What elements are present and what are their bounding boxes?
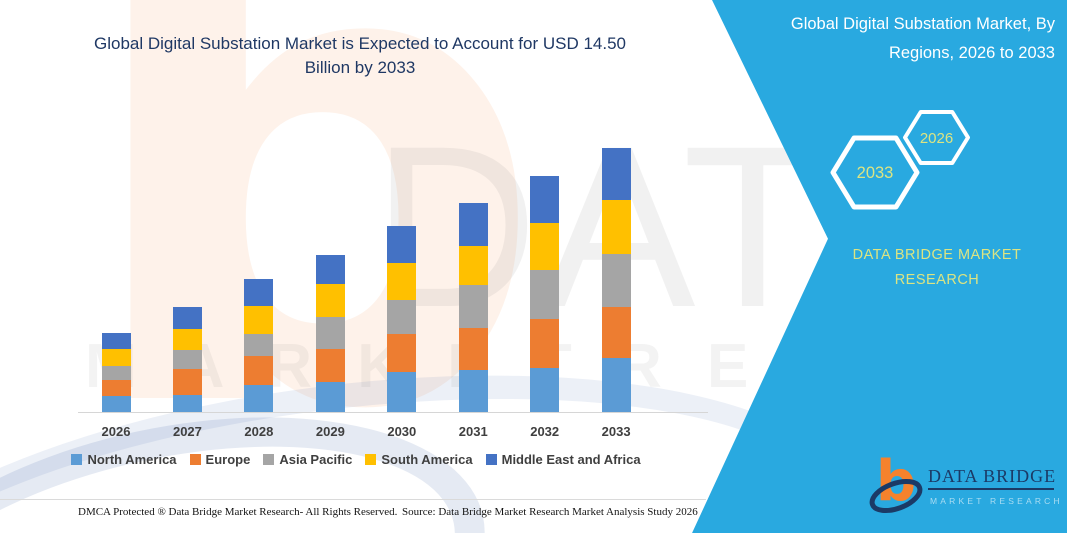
bar-2029-europe xyxy=(315,349,345,383)
bar-2028 xyxy=(244,279,274,412)
bar-2028-south-america xyxy=(244,305,274,335)
bar-2027-south-america xyxy=(172,328,202,350)
logo-swoosh xyxy=(869,478,923,514)
bar-2032-europe xyxy=(530,318,560,369)
bar-2032 xyxy=(530,175,560,412)
hexagon-2026 xyxy=(903,110,970,165)
legend-item-europe: Europe xyxy=(189,452,251,467)
bar-2026-middle-east-and-africa xyxy=(101,333,131,350)
bar-2026-europe xyxy=(101,379,131,396)
bar-2029-middle-east-and-africa xyxy=(315,254,345,284)
legend-label-asia-pacific: Asia Pacific xyxy=(279,452,353,467)
legend-swatch-middle-east-and-africa xyxy=(485,454,497,465)
footer-dmca-text: DMCA Protected ® Data Bridge Market Rese… xyxy=(78,506,398,518)
bar-2033-asia-pacific xyxy=(601,254,631,308)
legend-item-middle-east-and-africa: Middle East and Africa xyxy=(485,452,641,467)
logo-sub-text: MARKET RESEARCH xyxy=(930,496,1063,506)
bar-2030-middle-east-and-africa xyxy=(387,226,417,264)
bar-2029-north-america xyxy=(315,382,345,412)
bar-2031-middle-east-and-africa xyxy=(458,202,488,246)
footer-source-text: Source: Data Bridge Market Research Mark… xyxy=(402,506,698,518)
x-axis-label-2033: 2033 xyxy=(601,424,631,439)
bar-2028-north-america xyxy=(244,384,274,412)
band-heading: Global Digital Substation Market, By Reg… xyxy=(790,15,1055,62)
bar-2031-asia-pacific xyxy=(458,284,488,328)
hexagon-2026-label: 2026 xyxy=(920,130,953,147)
footer-divider xyxy=(0,499,706,500)
bar-2026-north-america xyxy=(101,395,131,412)
legend-label-north-america: North America xyxy=(87,452,177,467)
bar-2033-europe xyxy=(601,307,631,359)
legend-swatch-south-america xyxy=(365,454,377,465)
x-axis-label-2026: 2026 xyxy=(101,424,131,439)
bar-2027-middle-east-and-africa xyxy=(172,306,202,329)
bar-2033-north-america xyxy=(601,358,631,412)
hexagon-2033-label: 2033 xyxy=(857,164,894,182)
x-axis-line xyxy=(78,412,708,413)
bar-2027 xyxy=(172,306,202,412)
bar-2032-south-america xyxy=(530,222,560,271)
bar-2033-south-america xyxy=(601,200,631,255)
year-hexagons: 2033 2026 xyxy=(830,110,970,210)
bar-2026-south-america xyxy=(101,349,131,367)
legend-swatch-asia-pacific xyxy=(263,454,275,465)
legend-swatch-europe xyxy=(189,454,201,465)
bar-2030-europe xyxy=(387,334,417,373)
bar-2028-asia-pacific xyxy=(244,334,274,356)
bar-2031-europe xyxy=(458,327,488,370)
x-axis-label-2028: 2028 xyxy=(244,424,274,439)
bar-2030-north-america xyxy=(387,372,417,412)
dbmr-logo: b DATA BRIDGE MARKET RESEARCH xyxy=(869,452,1063,514)
bar-2028-middle-east-and-africa xyxy=(244,279,274,306)
chart-legend: North America Europe Asia Pacific South Ame… xyxy=(0,452,712,467)
bar-2032-middle-east-and-africa xyxy=(530,175,560,223)
legend-label-middle-east-and-africa: Middle East and Africa xyxy=(501,452,641,467)
chart-title: Global Digital Substation Market is Expe… xyxy=(94,34,626,77)
x-axis-label-2030: 2030 xyxy=(387,424,417,439)
bar-2030 xyxy=(387,226,417,412)
bar-2031-north-america xyxy=(458,369,488,412)
x-axis-label-2031: 2031 xyxy=(458,424,488,439)
bar-2027-north-america xyxy=(172,394,202,412)
x-axis-label-2027: 2027 xyxy=(172,424,202,439)
bar-2029-asia-pacific xyxy=(315,317,345,350)
band-brand-text: DATA BRIDGE MARKET RESEARCH xyxy=(852,247,1022,288)
bar-2027-asia-pacific xyxy=(172,349,202,370)
bar-2029 xyxy=(315,254,345,412)
bar-2030-south-america xyxy=(387,263,417,300)
logo-underline xyxy=(928,488,1054,490)
legend-item-asia-pacific: Asia Pacific xyxy=(263,452,352,467)
bar-2028-europe xyxy=(244,355,274,385)
bar-2033 xyxy=(601,148,631,412)
x-axis-label-2032: 2032 xyxy=(530,424,560,439)
bar-2033-middle-east-and-africa xyxy=(601,148,631,201)
bar-2031-south-america xyxy=(458,245,488,285)
bar-2029-south-america xyxy=(315,283,345,318)
bar-2027-europe xyxy=(172,369,202,395)
legend-item-south-america: South America xyxy=(365,452,473,467)
legend-item-north-america: North America xyxy=(71,452,177,467)
legend-label-europe: Europe xyxy=(205,452,251,467)
bar-2032-asia-pacific xyxy=(530,270,560,319)
bar-2031 xyxy=(458,202,488,412)
x-axis-label-2029: 2029 xyxy=(315,424,345,439)
legend-swatch-north-america xyxy=(71,454,83,465)
bar-2026 xyxy=(101,333,131,412)
bar-2032-north-america xyxy=(530,368,560,412)
legend-label-south-america: South America xyxy=(381,452,473,467)
bar-2026-asia-pacific xyxy=(101,366,131,380)
hexagon-2033 xyxy=(830,135,920,210)
logo-brand-text: DATA BRIDGE xyxy=(928,466,1056,486)
bar-2030-asia-pacific xyxy=(387,299,417,335)
